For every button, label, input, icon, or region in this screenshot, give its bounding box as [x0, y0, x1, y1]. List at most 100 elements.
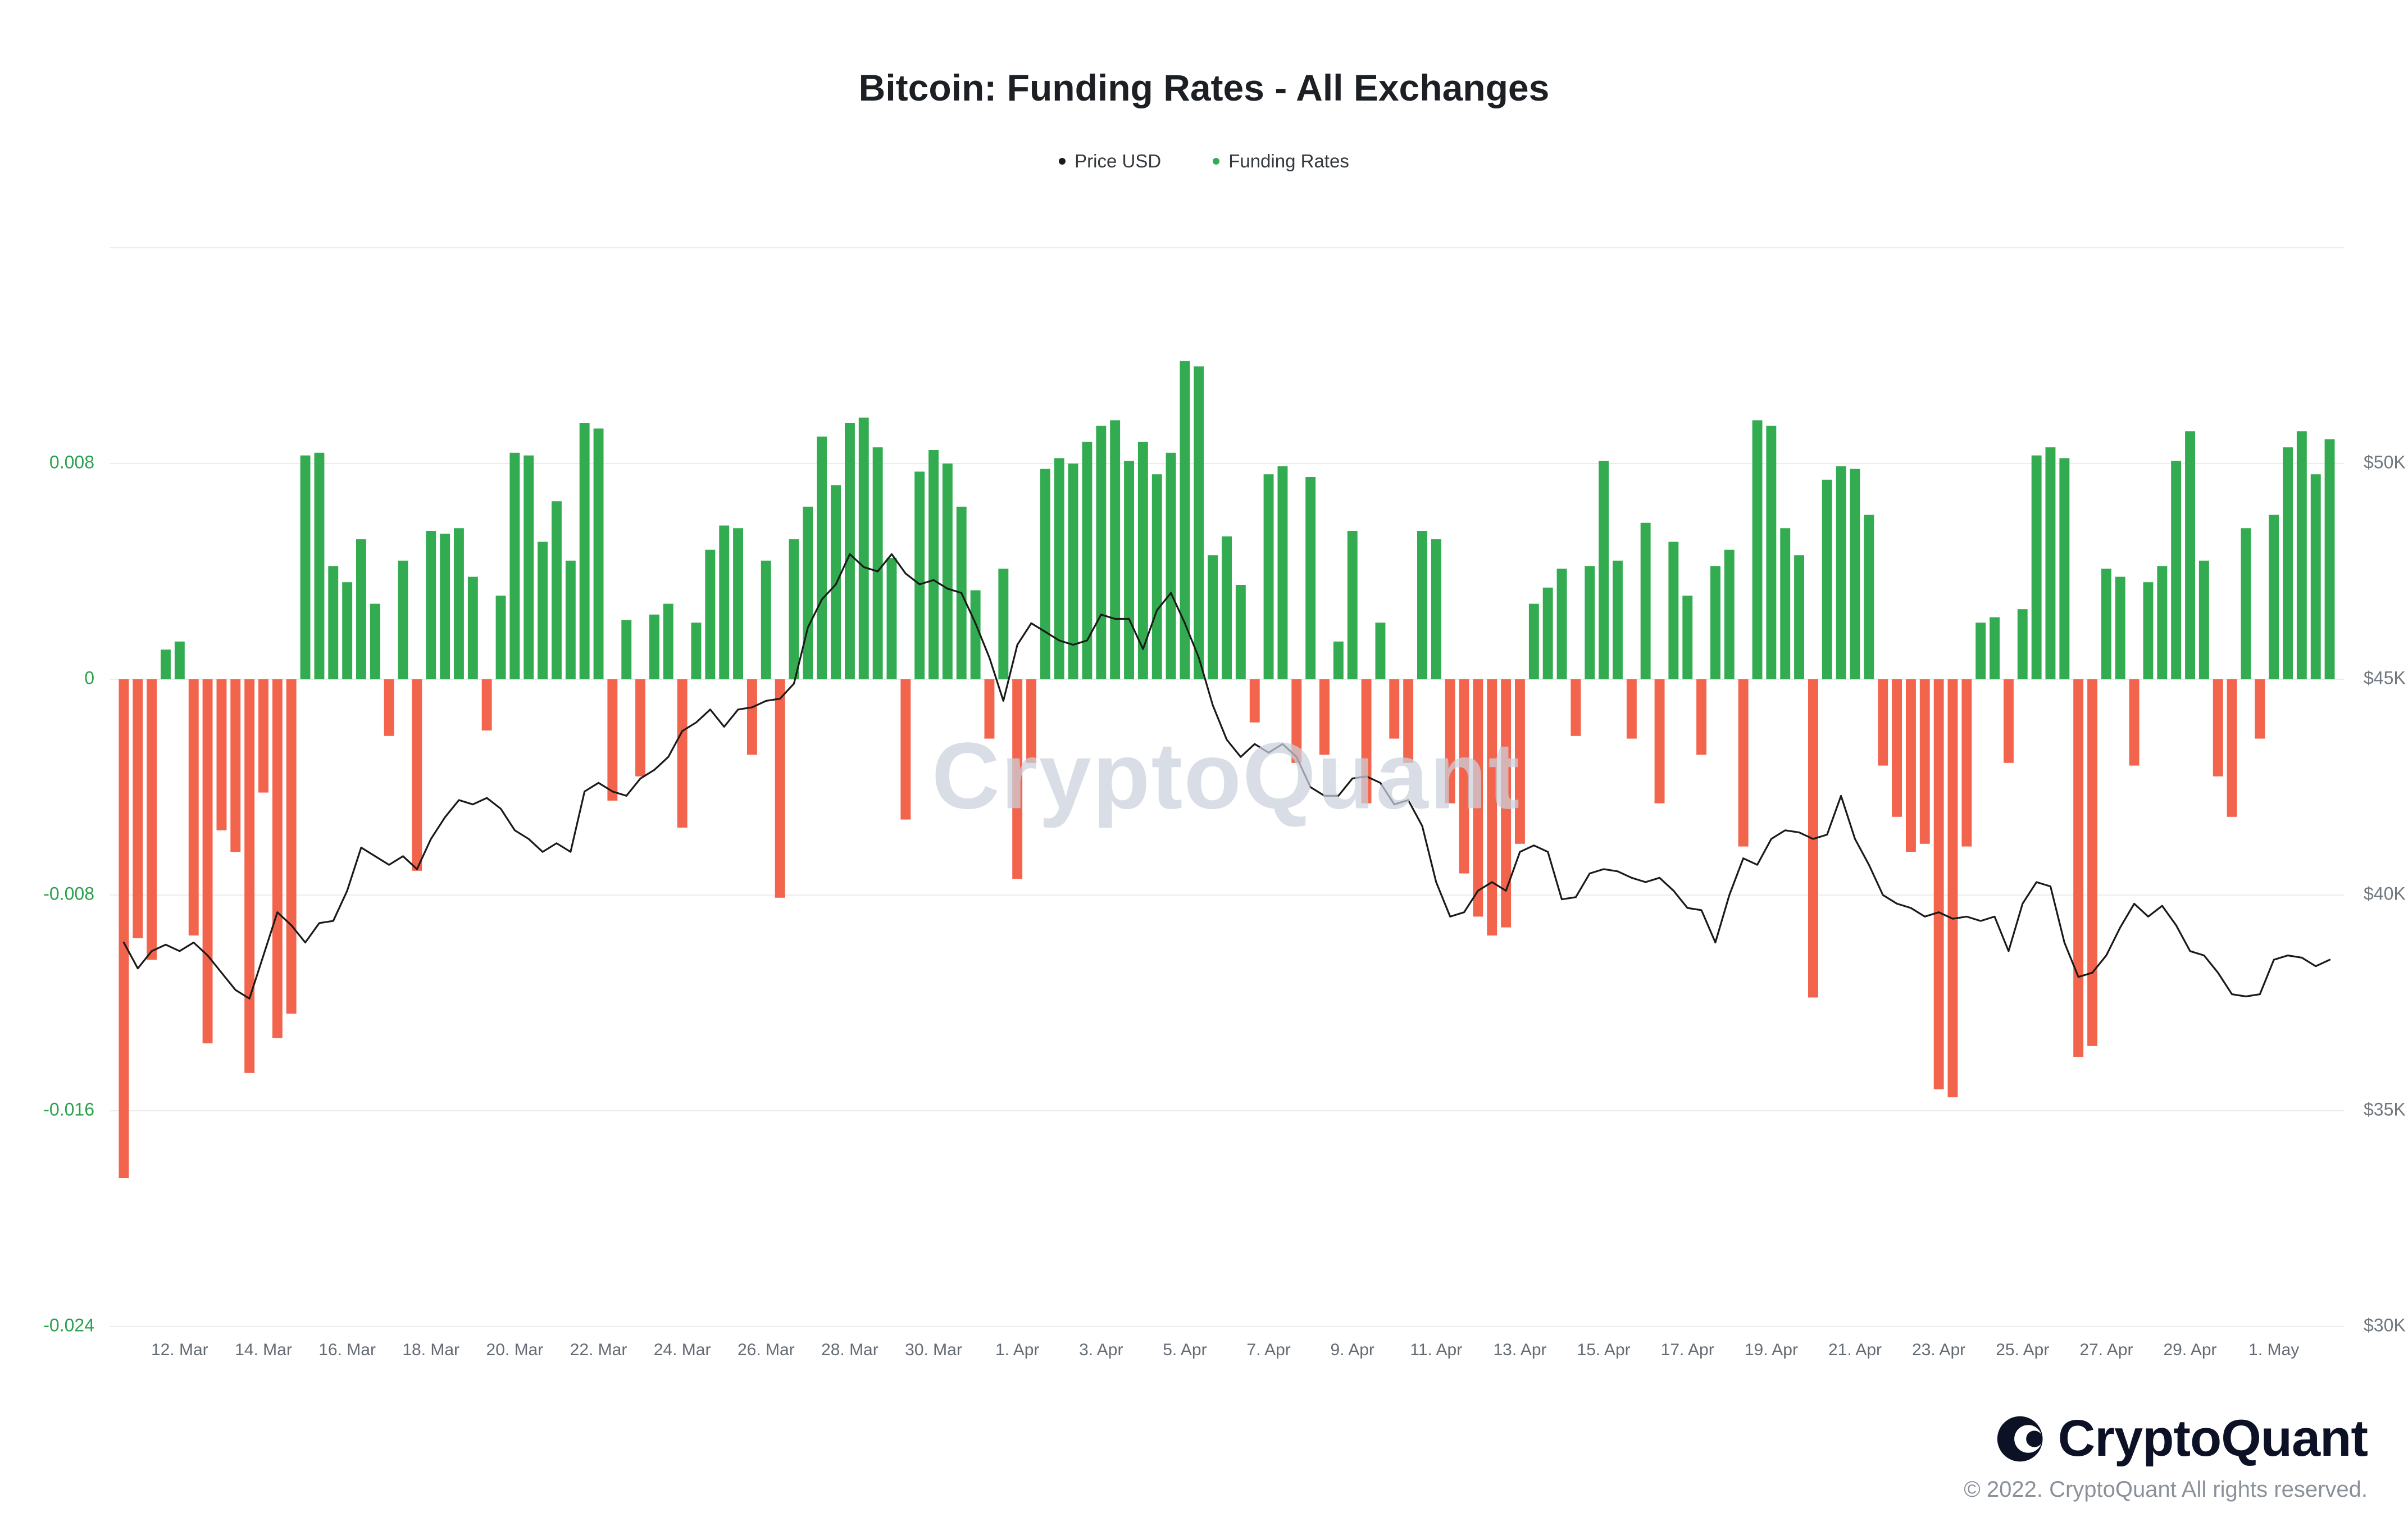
- funding-rate-bar[interactable]: [2004, 679, 2014, 763]
- funding-rate-bar[interactable]: [524, 455, 534, 679]
- funding-rate-bar[interactable]: [2296, 431, 2307, 679]
- funding-rate-bar[interactable]: [272, 679, 283, 1038]
- funding-rate-bar[interactable]: [1445, 679, 1455, 803]
- funding-rate-bar[interactable]: [1487, 679, 1497, 935]
- funding-rate-bar[interactable]: [1975, 623, 1986, 679]
- funding-rate-bar[interactable]: [817, 437, 827, 679]
- funding-rate-bar[interactable]: [495, 596, 506, 679]
- funding-rate-bar[interactable]: [1528, 603, 1539, 679]
- funding-rate-bar[interactable]: [300, 455, 311, 679]
- funding-rate-bar[interactable]: [2143, 582, 2154, 679]
- funding-rate-bar[interactable]: [719, 525, 730, 679]
- funding-rate-bar[interactable]: [845, 423, 855, 679]
- legend-item-price-usd[interactable]: Price USD: [1059, 151, 1161, 172]
- funding-rate-bar[interactable]: [1333, 641, 1344, 679]
- funding-rate-bar[interactable]: [1933, 679, 1944, 1089]
- funding-rate-bar[interactable]: [2227, 679, 2237, 817]
- funding-rate-bar[interactable]: [1640, 523, 1651, 679]
- funding-rate-bar[interactable]: [216, 679, 227, 830]
- funding-rate-bar[interactable]: [467, 576, 478, 679]
- funding-rate-bar[interactable]: [2324, 439, 2335, 679]
- funding-rate-bar[interactable]: [1710, 566, 1720, 679]
- funding-rate-bar[interactable]: [1347, 531, 1358, 679]
- funding-rate-bar[interactable]: [1780, 528, 1791, 679]
- funding-rate-bar[interactable]: [188, 679, 199, 935]
- funding-rate-bar[interactable]: [1613, 560, 1623, 679]
- funding-rate-bar[interactable]: [1696, 679, 1706, 755]
- funding-rate-bar[interactable]: [733, 528, 743, 679]
- funding-rate-bar[interactable]: [2059, 458, 2070, 679]
- funding-rate-bar[interactable]: [258, 679, 268, 793]
- funding-rate-bar[interactable]: [2310, 474, 2321, 679]
- funding-rate-bar[interactable]: [2185, 431, 2195, 679]
- funding-rate-bar[interactable]: [2073, 679, 2084, 1057]
- funding-rate-bar[interactable]: [314, 452, 325, 679]
- funding-rate-bar[interactable]: [1571, 679, 1581, 736]
- funding-rate-bar[interactable]: [984, 679, 995, 739]
- funding-rate-bar[interactable]: [677, 679, 688, 828]
- funding-rate-bar[interactable]: [1585, 566, 1595, 679]
- funding-rate-bar[interactable]: [1599, 461, 1609, 679]
- funding-rate-bar[interactable]: [1180, 361, 1190, 679]
- funding-rate-bar[interactable]: [2017, 609, 2028, 679]
- funding-rate-bar[interactable]: [2087, 679, 2097, 1046]
- funding-rate-bar[interactable]: [1668, 542, 1679, 679]
- price-line[interactable]: [122, 553, 2331, 1000]
- funding-rate-bar[interactable]: [803, 506, 813, 679]
- funding-rate-bar[interactable]: [705, 549, 716, 679]
- funding-rate-bar[interactable]: [1794, 555, 1804, 679]
- funding-rate-bar[interactable]: [1068, 464, 1078, 679]
- funding-rate-bar[interactable]: [1305, 477, 1316, 679]
- funding-rate-bar[interactable]: [914, 471, 925, 679]
- funding-rate-bar[interactable]: [872, 447, 883, 679]
- funding-rate-bar[interactable]: [1263, 474, 1274, 679]
- funding-rate-bar[interactable]: [440, 533, 450, 679]
- funding-rate-bar[interactable]: [1277, 466, 1288, 679]
- funding-rate-bar[interactable]: [244, 679, 255, 1073]
- funding-rate-bar[interactable]: [356, 539, 366, 679]
- funding-rate-bar[interactable]: [1417, 531, 1427, 679]
- funding-rate-bar[interactable]: [1892, 679, 1902, 817]
- funding-rate-bar[interactable]: [1878, 679, 1888, 766]
- funding-rate-bar[interactable]: [342, 582, 353, 679]
- funding-rate-bar[interactable]: [2255, 679, 2265, 739]
- funding-rate-bar[interactable]: [2283, 447, 2293, 679]
- funding-rate-bar[interactable]: [1040, 469, 1050, 679]
- funding-rate-bar[interactable]: [2157, 566, 2168, 679]
- funding-rate-bar[interactable]: [147, 679, 157, 960]
- funding-rate-bar[interactable]: [691, 623, 702, 679]
- funding-rate-bar[interactable]: [1515, 679, 1525, 844]
- funding-rate-bar[interactable]: [454, 528, 464, 679]
- funding-rate-bar[interactable]: [2129, 679, 2140, 766]
- funding-rate-bar[interactable]: [202, 679, 213, 1043]
- funding-rate-bar[interactable]: [1137, 442, 1148, 679]
- funding-rate-bar[interactable]: [1110, 420, 1121, 679]
- funding-rate-bar[interactable]: [1682, 596, 1693, 679]
- funding-rate-bar[interactable]: [831, 485, 841, 679]
- funding-rate-bar[interactable]: [1459, 679, 1469, 874]
- funding-rate-bar[interactable]: [370, 603, 380, 679]
- funding-rate-bar[interactable]: [1473, 679, 1483, 917]
- funding-rate-bar[interactable]: [1822, 479, 1832, 679]
- funding-rate-bar[interactable]: [775, 679, 785, 898]
- funding-rate-bar[interactable]: [1054, 458, 1064, 679]
- funding-rate-bar[interactable]: [2198, 560, 2209, 679]
- funding-rate-bar[interactable]: [1626, 679, 1637, 739]
- funding-rate-bar[interactable]: [509, 452, 520, 679]
- funding-rate-bar[interactable]: [761, 560, 771, 679]
- funding-rate-bar[interactable]: [552, 501, 562, 679]
- funding-rate-bar[interactable]: [1208, 555, 1218, 679]
- funding-rate-bar[interactable]: [119, 679, 129, 1178]
- funding-rate-bar[interactable]: [1766, 425, 1777, 679]
- funding-rate-bar[interactable]: [1194, 366, 1204, 679]
- funding-rate-bar[interactable]: [607, 679, 618, 801]
- funding-rate-bar[interactable]: [1864, 515, 1874, 679]
- funding-rate-bar[interactable]: [2241, 528, 2251, 679]
- funding-rate-bar[interactable]: [1389, 679, 1400, 739]
- funding-rate-bar[interactable]: [1752, 420, 1763, 679]
- funding-rate-bar[interactable]: [1961, 679, 1972, 847]
- funding-rate-bar[interactable]: [174, 641, 185, 679]
- funding-rate-bar[interactable]: [1026, 679, 1036, 763]
- funding-rate-bar[interactable]: [970, 590, 981, 679]
